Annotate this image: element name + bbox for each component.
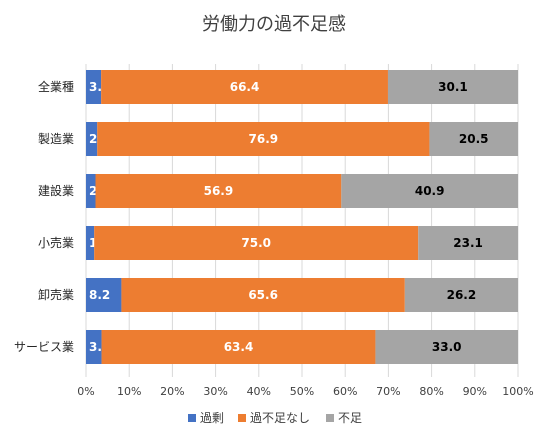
- x-tick-label: 20%: [160, 385, 184, 398]
- bar-segment: [375, 330, 518, 364]
- bar-segment: [101, 330, 376, 364]
- legend-swatch: [238, 414, 246, 422]
- x-tick-label: 0%: [77, 385, 94, 398]
- chart-title: 労働力の過不足感: [202, 14, 346, 35]
- category-label: サービス業: [14, 340, 74, 354]
- bar-segment: [86, 278, 122, 312]
- legend-label: 不足: [338, 411, 362, 425]
- data-label: 8.2: [89, 288, 110, 302]
- bar-segment: [404, 278, 518, 312]
- category-label: 全業種: [38, 79, 74, 94]
- data-label: 23.1: [453, 236, 483, 250]
- x-tick-label: 80%: [419, 385, 443, 398]
- data-label: 20.5: [459, 132, 489, 146]
- data-label: 56.9: [204, 184, 234, 198]
- legend-label: 過剰: [200, 411, 224, 425]
- x-tick-labels: 0% 10% 20% 30% 40% 50% 60% 70% 80% 90% 100%: [77, 385, 533, 398]
- bar-segment: [86, 122, 98, 156]
- x-tick-label: 70%: [376, 385, 400, 398]
- bar-segment: [86, 70, 102, 104]
- x-tick-label: 90%: [463, 385, 487, 398]
- x-tick-label: 50%: [290, 385, 314, 398]
- data-label: 30.1: [438, 80, 468, 94]
- x-tick-label: 40%: [247, 385, 271, 398]
- bar-segment: [387, 70, 518, 104]
- legend-label: 過不足なし: [250, 411, 310, 425]
- bar-segment: [95, 174, 342, 208]
- legend: 過剰 過不足なし 不足: [188, 411, 362, 425]
- bar-segment: [86, 330, 102, 364]
- data-label: 63.4: [224, 340, 254, 354]
- gridlines: [85, 64, 519, 377]
- legend-swatch: [188, 414, 196, 422]
- bar-segment: [86, 174, 96, 208]
- x-tick-label: 10%: [117, 385, 141, 398]
- bar-segment: [94, 226, 419, 260]
- data-label: 76.9: [249, 132, 279, 146]
- data-label: 26.2: [447, 288, 477, 302]
- bar-segment: [101, 70, 388, 104]
- data-label: 75.0: [241, 236, 271, 250]
- bar-segment: [86, 226, 95, 260]
- data-label: 40.9: [415, 184, 445, 198]
- bars: 3.566.430.12.676.920.52.256.940.91.975.0…: [86, 70, 518, 364]
- data-label: 65.6: [248, 288, 278, 302]
- x-tick-label: 30%: [203, 385, 227, 398]
- legend-swatch: [326, 414, 334, 422]
- bar-segment: [121, 278, 405, 312]
- bar-segment: [429, 122, 518, 156]
- x-tick-label: 100%: [502, 385, 533, 398]
- bar-segment: [341, 174, 518, 208]
- category-label: 小売業: [38, 235, 74, 250]
- x-tick-label: 60%: [333, 385, 357, 398]
- bar-segment: [418, 226, 518, 260]
- data-label: 66.4: [230, 80, 260, 94]
- category-label: 卸売業: [38, 287, 74, 302]
- data-label: 33.0: [432, 340, 462, 354]
- bar-segment: [97, 122, 430, 156]
- category-label: 建設業: [38, 183, 74, 198]
- category-label: 製造業: [38, 132, 74, 146]
